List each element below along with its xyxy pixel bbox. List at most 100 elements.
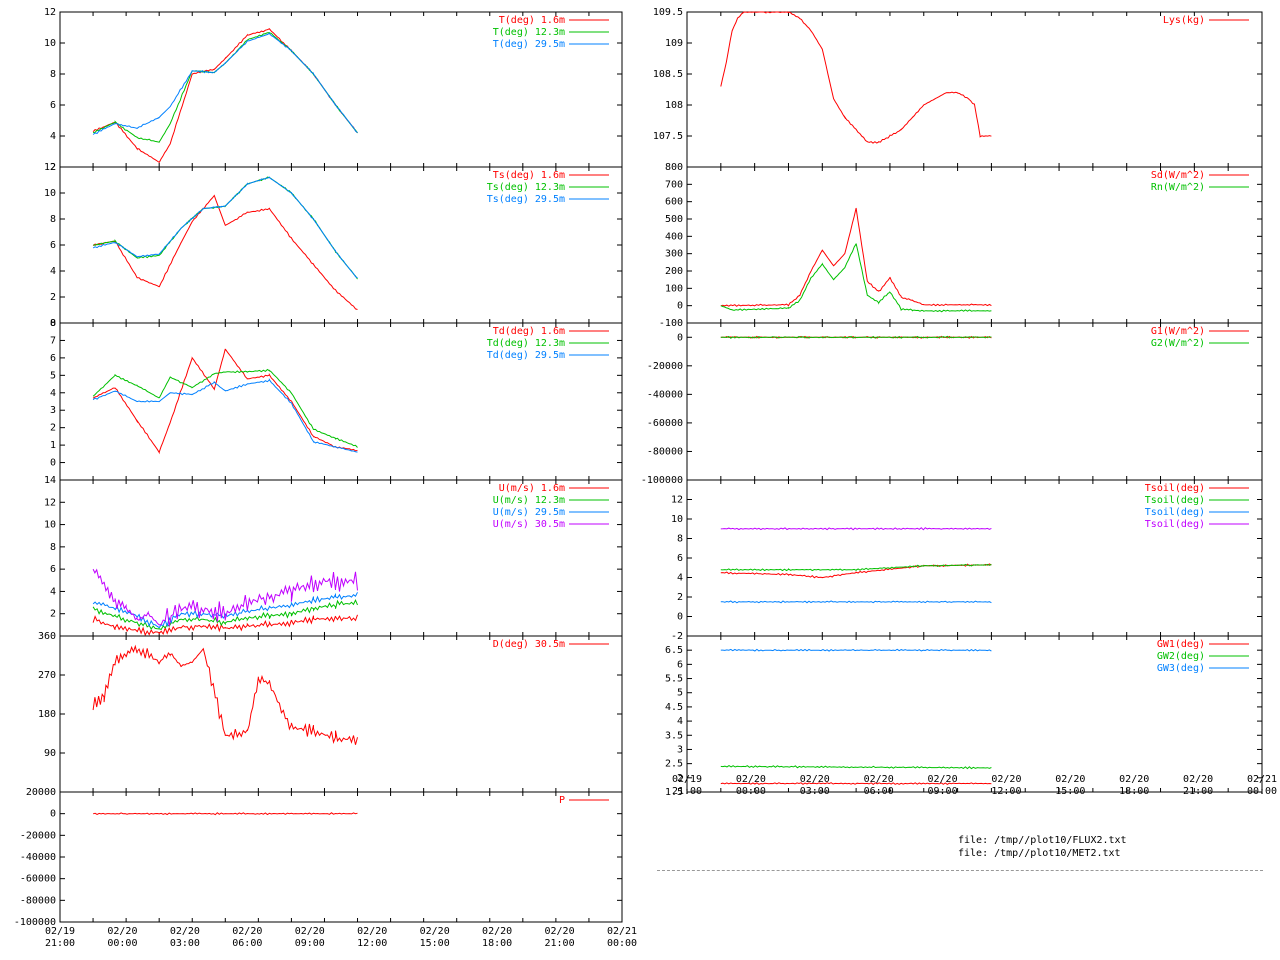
x-tick-label-time: 03:00 [170,938,200,949]
x-tick-label-date: 02/20 [1119,774,1149,785]
series-line-temp-0 [93,29,357,163]
y-tick-label: 5.5 [665,674,683,685]
y-tick-label: 6 [50,100,56,111]
x-tick-label-date: 02/20 [800,774,830,785]
y-tick-label: 6.5 [665,645,683,656]
legend-label: Rn(W/m^2) [1151,182,1205,193]
y-tick-label: 6 [677,659,683,670]
y-tick-label: 12 [44,162,56,173]
x-tick-label-time: 21:00 [1183,786,1213,797]
series-line-tsurf-0 [93,196,357,310]
y-tick-label: -40000 [647,389,683,400]
y-tick-label: 2 [50,423,56,434]
y-tick-label: 100 [665,283,683,294]
y-tick-label: 800 [665,162,683,173]
y-tick-label: -80000 [20,895,56,906]
panel-wind: 2468101214U(m/s) 1.6mU(m/s) 12.3mU(m/s) … [44,475,622,636]
y-tick-label: 1 [50,440,56,451]
legend-label: Td(deg) 29.5m [487,350,565,361]
x-tick-label-time: 06:00 [232,938,262,949]
y-tick-label: 4 [677,573,683,584]
x-tick-label-time: 00:00 [607,938,637,949]
y-tick-label: 500 [665,214,683,225]
y-tick-label: 180 [38,709,56,720]
legend-label: Tsoil(deg) [1145,483,1205,494]
x-tick-label-date: 02/20 [420,926,450,937]
series-line-lys-0 [721,12,992,143]
y-tick-label: 8 [50,214,56,225]
legend-label: T(deg) 12.3m [493,27,565,38]
y-tick-label: 4 [50,131,56,142]
series-line-tsurf-2 [93,177,357,278]
x-tick-label-date: 02/20 [170,926,200,937]
series-line-rad-0 [721,208,992,306]
y-tick-label: 3 [677,744,683,755]
y-tick-label: -100 [659,318,683,329]
y-tick-label: 12 [671,495,683,506]
y-tick-label: 3 [50,405,56,416]
legend-label: Td(deg) 1.6m [493,326,565,337]
y-tick-label: 0 [677,301,683,312]
legend-label: Tsoil(deg) [1145,507,1205,518]
y-tick-label: 0 [677,612,683,623]
y-tick-label: 4.5 [665,702,683,713]
series-line-tsoil-0 [721,564,992,578]
y-tick-label: 270 [38,670,56,681]
series-line-temp-1 [93,33,357,143]
series-line-dew-0 [93,349,357,453]
y-tick-label: 14 [44,475,56,486]
panel-precip: -100000-80000-60000-40000-20000020000P [14,787,622,928]
y-tick-label: 109.5 [653,7,683,18]
y-tick-label: 2 [50,609,56,620]
legend-label: Ts(deg) 1.6m [493,170,565,181]
x-tick-label-time: 09:00 [295,938,325,949]
y-tick-label: 4 [677,716,683,727]
x-tick-label-date: 02/20 [1183,774,1213,785]
y-tick-label: -60000 [647,418,683,429]
legend-label: T(deg) 29.5m [493,39,565,50]
legend-label: Lys(kg) [1163,15,1205,26]
legend-label: T(deg) 1.6m [499,15,565,26]
y-tick-label: 6 [50,564,56,575]
y-tick-label: 8 [50,318,56,329]
legend-label: Ts(deg) 12.3m [487,182,565,193]
legend-label: Sd(W/m^2) [1151,170,1205,181]
x-tick-label-time: 15:00 [420,938,450,949]
panel-rad: -1000100200300400500600700800Sd(W/m^2)Rn… [659,162,1262,329]
y-tick-label: 5 [50,370,56,381]
y-tick-label: 10 [44,188,56,199]
panel-frame [687,12,1262,167]
x-tick-label-date: 02/20 [991,774,1021,785]
y-tick-label: 4 [50,388,56,399]
x-tick-label-date: 02/20 [482,926,512,937]
x-tick-label-date: 02/20 [545,926,575,937]
y-tick-label: 700 [665,179,683,190]
legend-label: GW2(deg) [1157,651,1205,662]
legend-label: U(m/s) 12.3m [493,495,565,506]
x-tick-label-date: 02/21 [1247,774,1277,785]
panel-tsoil: -2024681012Tsoil(deg)Tsoil(deg)Tsoil(deg… [671,480,1262,642]
y-tick-label: 200 [665,266,683,277]
x-tick-label-time: 03:00 [800,786,830,797]
panel-soilflux: -100000-80000-60000-40000-200000G1(W/m^2… [641,323,1262,486]
y-tick-label: 3.5 [665,730,683,741]
x-tick-label-date: 02/20 [107,926,137,937]
y-tick-label: 360 [38,631,56,642]
y-tick-label: 600 [665,197,683,208]
x-tick-label-date: 02/20 [864,774,894,785]
y-tick-label: 4 [50,586,56,597]
panel-frame [60,792,622,922]
y-tick-label: 109 [665,38,683,49]
panel-frame [60,636,622,792]
file-list: file: /tmp//plot10/FLUX2.txt file: /tmp/… [958,834,1127,860]
x-tick-label-time: 00:00 [736,786,766,797]
legend-label: D(deg) 30.5m [493,639,565,650]
y-tick-label: 5 [677,688,683,699]
y-tick-label: 8 [677,534,683,545]
file-path-flux: file: /tmp//plot10/FLUX2.txt [958,834,1127,847]
y-tick-label: 2 [677,592,683,603]
x-tick-label-time: 15:00 [1055,786,1085,797]
x-tick-label-time: 21:00 [45,938,75,949]
x-tick-label-date: 02/20 [357,926,387,937]
